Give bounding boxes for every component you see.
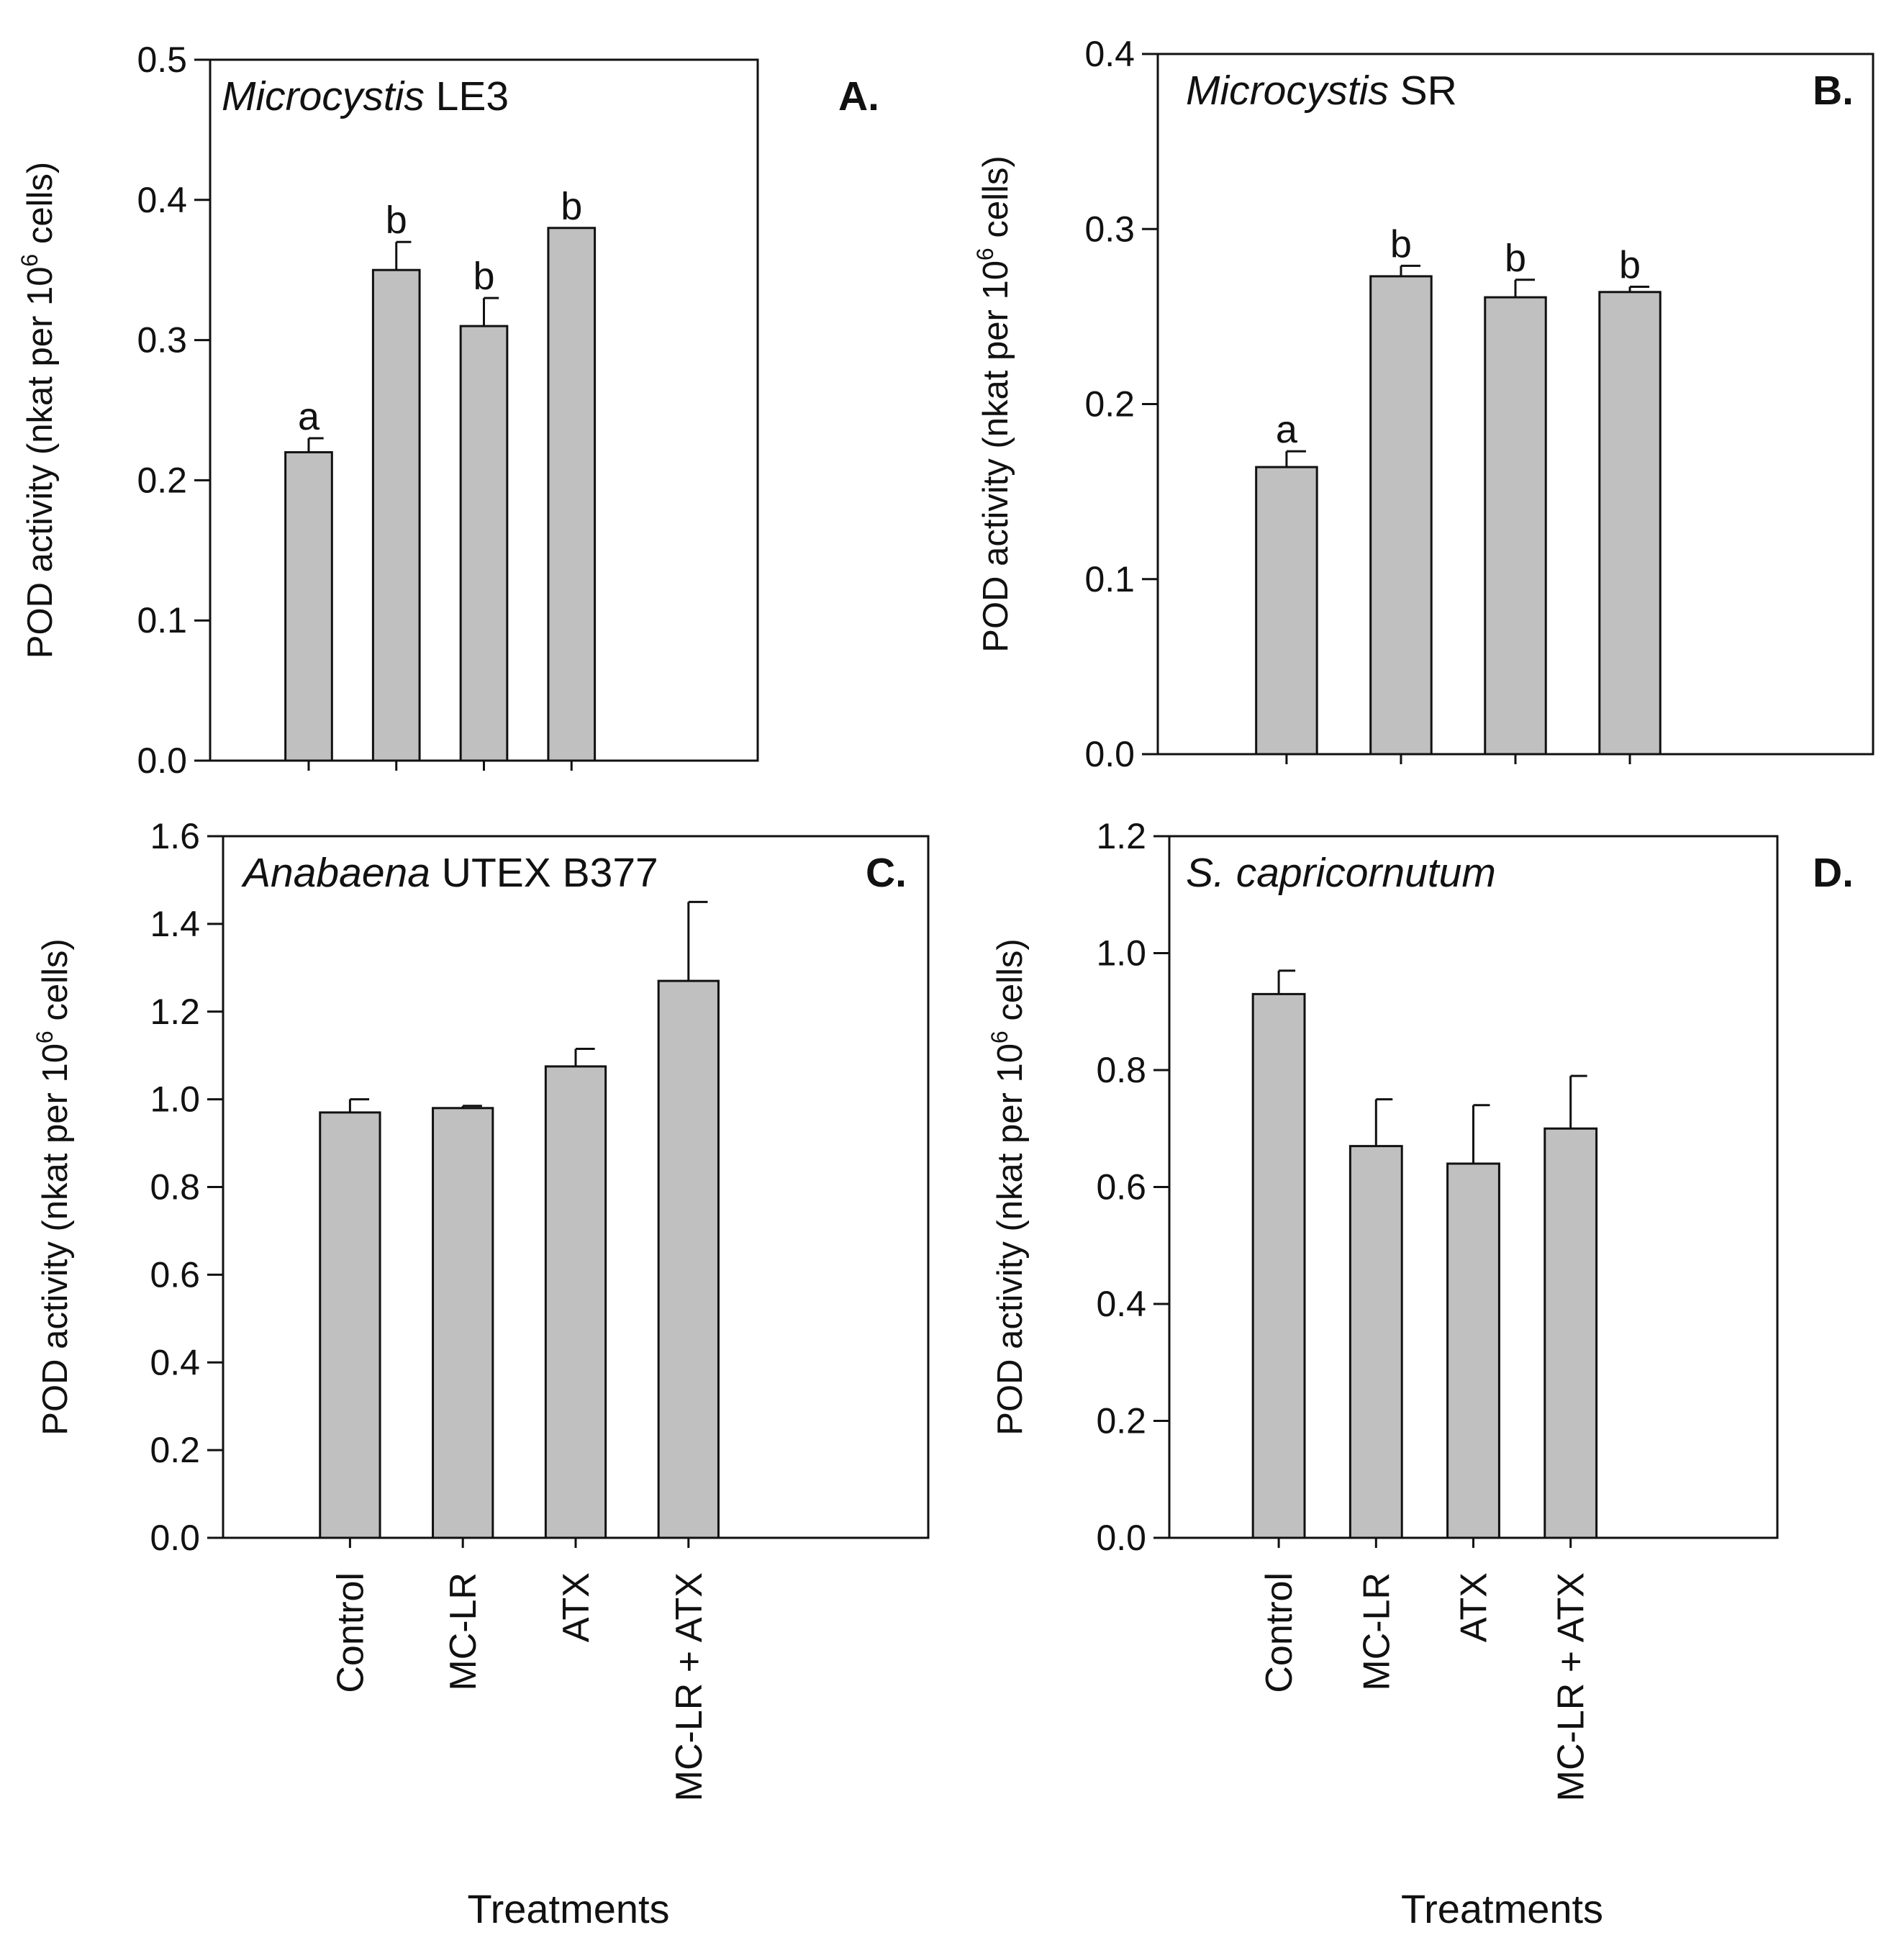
bar-b-4 [1598,291,1662,756]
y-tick-label: 0.2 [150,1430,200,1470]
significance-letter: b [561,185,582,228]
panel-title: Microcystis LE3 [222,73,509,119]
y-tick-label: 0.1 [137,600,187,640]
y-tick-label: 0.5 [137,40,187,80]
y-tick-label: 0.6 [150,1254,200,1295]
bar-d-2 [1348,1145,1403,1539]
panel-d: Control MC-LR ATX MC-LR + ATX 0.0 0.2 0.4 0.6 0.… [987,816,1854,1931]
bar-a-3 [459,325,509,762]
panel-label: A. [838,73,879,119]
x-tick-label: Control [1259,1572,1300,1693]
x-axis-title: Treatments [467,1886,669,1931]
y-tick-label: 0.0 [137,740,187,781]
x-tick-label: ATX [556,1572,597,1642]
y-tick-label: 0.2 [1084,384,1135,425]
significance-letter: b [1505,237,1526,280]
x-tick-label: MC-LR [443,1572,484,1691]
y-tick-label: 0.4 [1096,1284,1146,1324]
panel-title: Microcystis SR [1186,68,1457,114]
y-tick-label: 1.2 [150,992,200,1032]
panel-label: D. [1813,850,1854,896]
bar-b-3 [1484,296,1547,756]
y-tick-label: 0.8 [150,1167,200,1208]
panel-title: S. capricornutum [1186,850,1496,896]
bar-a-4 [547,227,597,762]
y-tick-label: 0.2 [137,460,187,500]
bar-c-4 [657,979,720,1539]
bar-a-2 [371,268,421,762]
bar-b-1 [1255,466,1318,756]
bar-d-1 [1251,992,1306,1539]
bar-b-2 [1369,275,1433,756]
bar-c-1 [319,1111,381,1539]
y-tick-label: 1.6 [150,816,200,856]
y-tick-label: 1.0 [1096,933,1146,974]
panel-title: Anabaena UTEX B377 [241,850,658,896]
y-axis-label: POD activity (nkat per 106 cells) [32,938,75,1435]
y-axis-label: POD activity (nkat per 106 cells) [987,938,1030,1435]
panel-c: Control MC-LR ATX MC-LR + ATX 0.0 0.2 0.4 0.6 0.… [32,816,930,1931]
bar-c-2 [432,1107,494,1539]
bar-a-1 [284,450,333,762]
panel-b: a b b b 0.0 0.1 0.2 0.3 0.4 POD activity (nkat pe… [972,34,1874,774]
significance-letter: b [386,199,407,242]
plot-frame [209,58,759,762]
x-tick-label: ATX [1454,1572,1495,1642]
panel-label: C. [866,850,907,896]
y-tick-label: 0.2 [1096,1401,1146,1441]
x-tick-label: Control [330,1572,371,1693]
y-tick-label: 1.0 [150,1079,200,1120]
y-tick-label: 0.3 [137,320,187,361]
significance-letter: b [1619,244,1641,287]
y-axis-label: POD activity (nkat per 106 cells) [972,155,1015,652]
y-tick-label: 0.0 [1084,734,1135,774]
y-tick-label: 0.0 [1096,1518,1146,1558]
significance-letter: a [1276,408,1298,451]
significance-letter: b [473,255,494,298]
bar-c-3 [544,1065,607,1539]
significance-letter: a [298,395,320,438]
y-tick-label: 0.3 [1084,209,1135,249]
y-tick-label: 0.1 [1084,559,1135,599]
y-tick-label: 0.4 [1084,34,1135,74]
x-tick-label: MC-LR + ATX [1551,1572,1592,1801]
significance-letter: b [1390,222,1412,266]
panel-label: B. [1813,68,1854,114]
bar-d-3 [1446,1162,1500,1539]
panel-a: a b b b 0.0 0.1 0.2 0.3 0.4 0.5 POD activity (nkat… [17,40,879,781]
bar-d-4 [1543,1127,1598,1539]
x-tick-label: MC-LR [1356,1572,1397,1691]
y-tick-label: 1.4 [150,904,200,944]
y-tick-label: 0.0 [150,1518,200,1558]
y-tick-label: 0.6 [1096,1167,1146,1208]
y-tick-label: 0.4 [137,180,187,220]
y-tick-label: 1.2 [1096,816,1146,856]
y-tick-label: 0.8 [1096,1050,1146,1090]
y-axis-label: POD activity (nkat per 106 cells) [17,162,60,658]
x-tick-label: MC-LR + ATX [668,1572,710,1801]
y-tick-label: 0.4 [150,1342,200,1382]
x-axis-title: Treatments [1401,1886,1603,1931]
